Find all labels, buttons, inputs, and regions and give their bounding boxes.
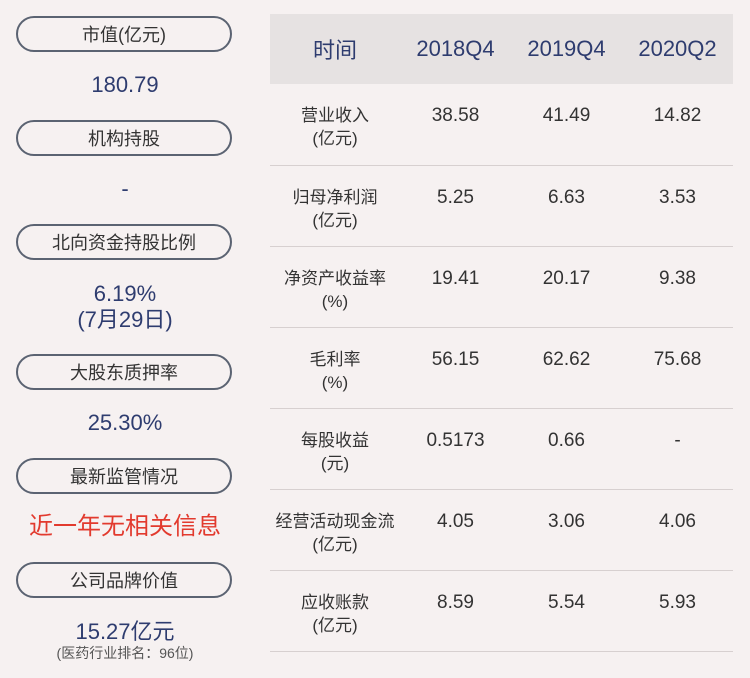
table-cell: 0.66 [548, 429, 585, 451]
row-label: 经营活动现金流 (亿元) [270, 489, 400, 570]
header-2020q2: 2020Q2 [638, 36, 717, 61]
table-cell: 4.05 [437, 510, 474, 532]
left-panel: 市值(亿元) 180.79 机构持股 - 北向资金持股比例 6.19% (7月2… [0, 0, 250, 678]
row-label-unit: (亿元) [312, 129, 358, 148]
table-cell: 56.15 [431, 348, 480, 370]
table-row: 经营活动现金流 (亿元) 4.05 3.06 4.06 [270, 489, 733, 570]
table-cell: 75.68 [653, 348, 702, 370]
table-cell: 5.93 [659, 591, 696, 613]
table-cell: 6.63 [548, 186, 585, 208]
header-time: 时间 [312, 38, 357, 63]
table-cell: 3.53 [659, 186, 696, 208]
row-label: 归母净利润 (亿元) [270, 165, 400, 246]
table-cell: 41.49 [542, 105, 591, 126]
institutional-value: - [121, 176, 129, 201]
row-label-name: 应收账款 [301, 592, 369, 612]
table-row: 毛利率 (%) 56.15 62.62 75.68 [270, 327, 733, 408]
row-label-unit: (元) [320, 453, 350, 473]
row-label-name: 毛利率 [309, 349, 361, 369]
table-cell: 5.54 [548, 591, 585, 613]
table-cell: 3.06 [548, 510, 585, 532]
table-row: 应收账款 (亿元) 8.59 5.54 5.93 [270, 570, 733, 651]
row-label: 营业收入 (亿元) [270, 84, 400, 165]
row-label-unit: (亿元) [312, 210, 358, 230]
table-header-row: 时间 2018Q4 2019Q4 2020Q2 [270, 14, 733, 84]
table-cell: 4.06 [659, 510, 696, 532]
brand-label: 公司品牌价值 [16, 562, 232, 598]
row-label: 每股收益 (元) [270, 408, 400, 489]
institutional-label: 机构持股 [16, 120, 232, 156]
northbound-date: (7月29日) [77, 307, 173, 332]
row-label-unit: (亿元) [312, 615, 358, 635]
market-cap-label: 市值(亿元) [16, 16, 232, 52]
table-cell: 38.58 [431, 105, 480, 126]
row-label-unit: (%) [321, 291, 349, 311]
row-label: 毛利率 (%) [270, 327, 400, 408]
row-label-name: 归母净利润 [292, 187, 378, 207]
northbound-label: 北向资金持股比例 [16, 224, 232, 260]
table-cell: 19.41 [431, 267, 480, 289]
table-row: 营业收入 (亿元) 38.58 41.49 14.82 [270, 84, 733, 165]
table-cell: 62.62 [542, 348, 591, 370]
regulatory-value: 近一年无相关信息 [29, 513, 221, 540]
header-2019q4: 2019Q4 [527, 36, 606, 61]
table-row: 每股收益 (元) 0.5173 0.66 - [270, 408, 733, 489]
northbound-value: 6.19% [93, 281, 157, 306]
table-cell: - [674, 429, 681, 451]
row-label-name: 经营活动现金流 [275, 511, 395, 531]
pledge-label: 大股东质押率 [16, 354, 232, 390]
regulatory-label: 最新监管情况 [16, 458, 232, 494]
financial-table-panel: 时间 2018Q4 2019Q4 2020Q2 营业收入 (亿元) 38.58 41.… [270, 14, 733, 652]
table-row: 净资产收益率 (%) 19.41 20.17 9.38 [270, 246, 733, 327]
row-label: 应收账款 (亿元) [270, 570, 400, 651]
pledge-value: 25.30% [87, 410, 163, 435]
row-label-unit: (亿元) [312, 534, 358, 554]
market-cap-value: 180.79 [91, 72, 159, 97]
row-label-name: 净资产收益率 [284, 268, 386, 288]
table-cell: 5.25 [437, 186, 474, 208]
row-label-unit: (%) [321, 372, 349, 392]
row-label-name: 每股收益 [301, 430, 369, 450]
row-label-name: 营业收入 [301, 106, 369, 125]
brand-value: 15.27亿元 [75, 619, 175, 644]
table-row: 归母净利润 (亿元) 5.25 6.63 3.53 [270, 165, 733, 246]
table-cell: 8.59 [437, 591, 474, 613]
table-cell: 0.5173 [426, 429, 485, 451]
header-2018q4: 2018Q4 [416, 36, 495, 61]
row-label: 净资产收益率 (%) [270, 246, 400, 327]
brand-rank: (医药行业排名：96位) [56, 645, 194, 661]
table-cell: 14.82 [653, 105, 702, 126]
table-cell: 20.17 [542, 267, 591, 289]
table-cell: 9.38 [659, 267, 696, 289]
financial-table: 时间 2018Q4 2019Q4 2020Q2 营业收入 (亿元) 38.58 41.… [270, 14, 733, 652]
